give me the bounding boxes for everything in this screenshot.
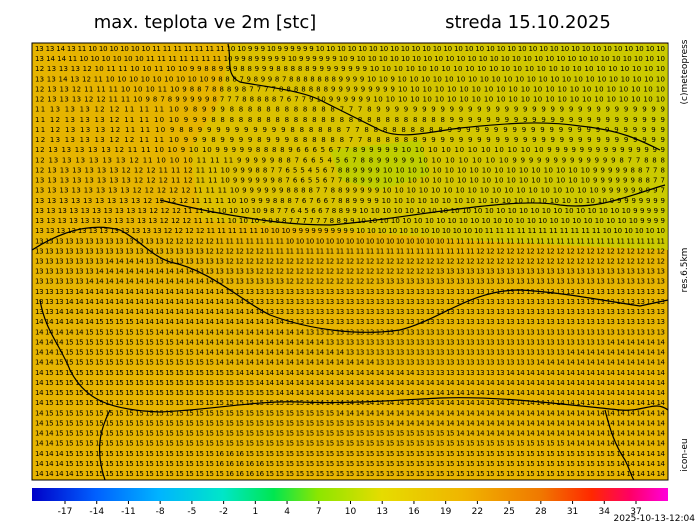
- grid-row: 11 13 13 13 12 12 11 11 11 10 9 8 9 9 9 …: [35, 106, 665, 114]
- grid-row: 12 13 13 13 13 13 13 12 12 12 11 11 12 1…: [35, 166, 665, 174]
- grid-row: 12 13 13 13 12 10 11 11 10 10 11 10 10 9…: [35, 65, 665, 73]
- scale-label: 19: [440, 507, 452, 517]
- scale-label: 28: [535, 507, 547, 517]
- scale-label: -5: [187, 507, 196, 517]
- grid-row: 14 14 14 14 14 14 15 15 15 15 14 14 14 1…: [35, 318, 665, 326]
- map-date: streda 15.10.2025: [445, 12, 611, 33]
- borders: [31, 43, 669, 481]
- grid-row: 13 13 13 13 13 13 13 13 12 12 12 12 12 1…: [35, 187, 665, 195]
- cold-spot: [330, 140, 430, 190]
- grid-row: 12 13 13 13 13 13 12 11 11 10 10 9 10 10…: [35, 146, 665, 154]
- grid-row: 12 13 13 13 13 12 12 11 11 10 9 9 9 8 9 …: [35, 136, 665, 144]
- scale-label: -8: [156, 507, 165, 517]
- grid-row: 14 14 14 14 14 15 15 15 15 15 15 15 14 1…: [35, 328, 665, 336]
- scale-label: 10: [345, 507, 357, 517]
- scale-label: 16: [408, 507, 420, 517]
- grid-row: 14 14 14 15 15 15 15 15 15 15 15 15 15 1…: [35, 450, 666, 458]
- grid-row: 13 13 13 14 14 14 14 14 14 14 14 14 14 1…: [35, 298, 665, 306]
- scale-label: 31: [567, 507, 578, 517]
- grid-row: 13 13 14 13 11 10 10 10 10 10 10 11 11 1…: [35, 45, 665, 53]
- grid-row: 13 13 13 13 14 14 14 14 14 14 14 14 14 1…: [35, 288, 665, 296]
- grid-row: 14 15 15 15 15 15 15 15 15 15 15 15 15 1…: [35, 369, 666, 377]
- grid-row: 13 13 13 13 13 13 13 13 13 13 13 13 13 1…: [35, 237, 665, 245]
- grid-row: 14 14 14 14 15 15 15 15 15 15 15 15 15 1…: [35, 470, 666, 478]
- resolution: res.6.5km: [680, 248, 690, 293]
- scale-label: -11: [121, 507, 136, 517]
- scale-label: 13: [376, 507, 387, 517]
- grid-row: 14 15 15 15 15 15 15 15 15 15 15 15 15 1…: [35, 409, 666, 417]
- copyright: (c)meteopress: [680, 39, 690, 104]
- grid-row: 13 13 14 13 12 11 10 10 10 10 10 10 10 1…: [35, 75, 665, 83]
- grid-row: 12 13 13 13 13 13 13 12 11 10 10 10 11 1…: [35, 156, 665, 164]
- grid-row: 11 12 13 13 13 12 11 11 10 10 9 9 9 8 8 …: [35, 116, 665, 124]
- grid-row: 13 13 13 13 13 13 13 13 13 12 12 12 12 1…: [35, 197, 665, 205]
- grid-row: 14 14 15 15 15 15 15 15 15 15 15 15 15 1…: [35, 359, 666, 367]
- value-grid: 13 13 14 13 11 10 10 10 10 10 10 11 11 1…: [35, 45, 666, 478]
- grid-row: 13 13 13 13 13 13 13 13 13 13 13 13 12 1…: [35, 227, 665, 235]
- grid-row: 14 14 15 15 15 15 15 15 15 15 15 15 15 1…: [35, 440, 666, 448]
- grid-row: 14 15 15 15 15 15 15 15 15 15 15 15 15 1…: [35, 419, 666, 427]
- grid-row: 14 14 15 15 15 15 15 15 15 15 15 15 15 1…: [35, 349, 666, 357]
- scale-ticks: -17 -14 -11 -8 -5 -2 1 4 7 10 13 16 19 22 25 28 31 34 37: [58, 501, 642, 517]
- grid-row: 14 14 15 15 15 15 15 15 15 15 15 15 15 1…: [35, 430, 666, 438]
- scale-label: 34: [599, 507, 611, 517]
- model: icon-eu: [680, 438, 690, 471]
- grid-row: 13 13 13 13 13 13 13 13 13 13 12 12 12 1…: [35, 207, 665, 215]
- grid-row: 13 13 13 13 13 13 13 13 13 13 13 13 13 1…: [35, 247, 665, 255]
- grid-row: 14 15 15 15 15 15 15 15 15 15 15 15 15 1…: [35, 379, 666, 387]
- scale-label: 7: [316, 507, 322, 517]
- grid-row: 14 14 14 15 15 15 15 15 15 15 15 15 15 1…: [35, 460, 666, 468]
- color-scale: [32, 488, 668, 501]
- scale-label: -2: [219, 507, 228, 517]
- scale-label: 22: [472, 507, 483, 517]
- grid-row: 12 13 13 12 11 11 11 10 10 10 11 10 9 8 …: [35, 85, 665, 93]
- scale-label: 4: [284, 507, 290, 517]
- map-title: max. teplota ve 2m [stc]: [94, 12, 317, 33]
- scale-label: -17: [58, 507, 73, 517]
- scale-label: 25: [503, 507, 514, 517]
- grid-row: 11 12 13 13 13 12 11 11 10 9 8 8 9 9 9 9…: [35, 126, 665, 134]
- grid-row: 13 13 13 13 13 14 14 14 14 14 14 14 14 1…: [35, 278, 665, 286]
- grid-row: 13 13 13 13 13 13 13 13 12 12 12 11 12 1…: [35, 177, 665, 185]
- grid-row: 13 13 13 13 13 13 14 14 14 14 14 14 14 1…: [35, 268, 665, 276]
- grid-row: 13 13 14 14 14 14 14 14 14 14 14 14 14 1…: [35, 308, 665, 316]
- grid-row: 13 14 14 11 10 10 10 10 10 10 11 11 11 1…: [35, 55, 665, 63]
- map-area: 13 13 14 13 11 10 10 10 10 10 10 11 11 1…: [31, 42, 669, 481]
- grid-row: 14 15 15 15 15 15 15 15 15 15 15 15 15 1…: [35, 399, 666, 407]
- grid-row: 13 13 13 13 13 13 13 13 13 13 13 12 12 1…: [35, 217, 665, 225]
- issued-time: 2025-10-13-12:04: [614, 514, 696, 524]
- scale-label: 37: [630, 507, 641, 517]
- grid-row: 14 15 15 15 15 15 15 15 15 15 15 15 15 1…: [35, 389, 666, 397]
- grid-row: 13 13 13 13 13 13 13 14 14 14 14 13 13 1…: [35, 258, 665, 266]
- grid-row: 12 13 13 13 12 12 11 11 10 9 8 7 8 9 9 9…: [35, 96, 665, 104]
- scale-label: 1: [252, 507, 258, 517]
- grid-row: 14 14 14 15 15 15 15 15 15 15 15 15 15 1…: [35, 338, 666, 346]
- scale-label: -14: [89, 507, 104, 517]
